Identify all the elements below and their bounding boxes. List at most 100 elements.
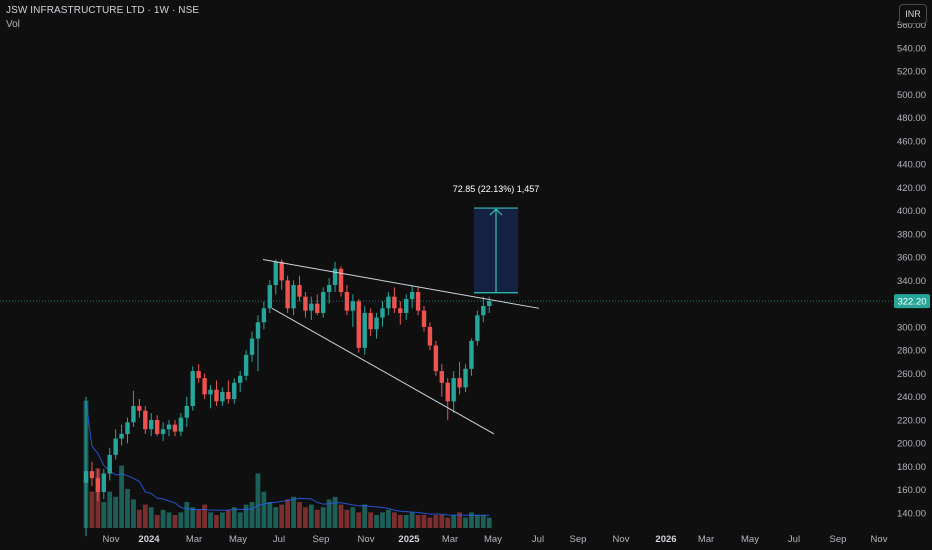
y-tick-label: 280.00 <box>897 346 926 357</box>
candle-body <box>208 389 213 395</box>
measure-arrow-head <box>489 208 503 216</box>
volume-bar <box>166 512 172 528</box>
x-tick-label: Mar <box>186 534 202 545</box>
candle-body <box>107 454 112 474</box>
x-tick-label: Sep <box>830 534 847 545</box>
volume-bar <box>225 509 231 528</box>
volume-bar <box>332 496 338 528</box>
y-tick-label: 440.00 <box>897 160 926 171</box>
volume-bar <box>125 489 130 528</box>
x-tick-label: Nov <box>103 534 120 545</box>
x-axis: Nov 2024 Mar May Jul Sep Nov 2025 Mar May Jul Sep No… <box>103 534 888 545</box>
volume-bar <box>172 515 178 528</box>
x-tick-label: Nov <box>871 534 888 545</box>
volume-bar <box>178 512 184 528</box>
candle-body <box>190 371 195 407</box>
candle-body <box>273 261 278 286</box>
chart-title: JSW INFRASTRUCTURE LTD · 1W · NSE <box>6 5 200 16</box>
candle-body <box>338 268 344 293</box>
volume-bar <box>368 512 374 528</box>
x-tick-label: May <box>741 534 759 545</box>
volume-bar <box>445 517 451 528</box>
candle-body <box>143 410 148 430</box>
volume-bar <box>397 515 403 528</box>
x-tick-label: Sep <box>570 534 587 545</box>
candle-body <box>202 378 207 395</box>
candle-body <box>315 303 320 313</box>
candle-body <box>95 478 101 493</box>
volume-bar <box>243 504 249 528</box>
measure-tool: 72.85 (22.13%) 1,457 <box>453 184 539 294</box>
candle-body <box>125 422 130 434</box>
candle-body <box>255 322 261 339</box>
volume-bar <box>474 515 480 528</box>
candle-body <box>226 392 231 400</box>
volume-bar <box>374 515 379 528</box>
candle-body <box>249 338 255 355</box>
volume-bar <box>403 515 409 528</box>
y-tick-label: 420.00 <box>897 183 926 194</box>
currency-button[interactable]: INR <box>899 4 927 24</box>
x-tick-label: 2026 <box>655 534 676 545</box>
candle-body <box>149 419 154 430</box>
volume-bar <box>344 509 350 528</box>
y-tick-label: 400.00 <box>897 206 926 217</box>
y-tick-label: 240.00 <box>897 392 926 403</box>
y-tick-label: 380.00 <box>897 229 926 240</box>
volume-bar <box>386 509 391 528</box>
volume-bar <box>261 491 267 528</box>
volume-bar <box>196 509 202 528</box>
candle-body <box>350 301 356 311</box>
volume-bar <box>338 504 344 528</box>
volume-bar <box>267 502 273 528</box>
volume-bar <box>433 515 439 528</box>
volume-bar <box>362 504 368 528</box>
volume-bar <box>421 515 427 528</box>
volume-bar <box>279 504 285 528</box>
candle-body <box>481 305 486 316</box>
candle-body <box>172 424 178 432</box>
x-tick-label: May <box>229 534 247 545</box>
candle-body <box>487 301 492 306</box>
candle-body <box>243 354 249 376</box>
x-tick-label: May <box>484 534 502 545</box>
y-axis: 140.00 160.00 180.00 200.00 220.00 240.00 260.… <box>894 20 930 520</box>
candle-body <box>380 308 385 318</box>
volume-bar <box>89 491 95 528</box>
volume-bar <box>480 515 486 528</box>
volume-bar <box>469 512 474 528</box>
candle-body <box>89 471 95 479</box>
y-tick-label: 500.00 <box>897 90 926 101</box>
trendlines <box>262 258 540 435</box>
volume-bar <box>457 512 462 528</box>
candle-body <box>409 292 415 300</box>
volume-bar <box>249 502 255 528</box>
volume-bar <box>486 517 492 528</box>
volume-bar <box>154 515 160 528</box>
y-tick-label: 140.00 <box>897 509 926 520</box>
candle-body <box>166 424 172 430</box>
y-tick-label: 340.00 <box>897 276 926 287</box>
candle-body <box>232 382 237 400</box>
volume-bar <box>314 509 320 528</box>
y-tick-label: 200.00 <box>897 439 926 450</box>
last-price-badge <box>894 294 930 309</box>
volume-bar <box>136 509 142 528</box>
volume-bar <box>415 515 421 528</box>
y-tick-label: 480.00 <box>897 113 926 124</box>
candle-body <box>362 312 367 348</box>
x-tick-label: Jul <box>532 534 544 545</box>
trendline-lower <box>271 307 495 435</box>
candle-body <box>113 438 118 455</box>
volume-bar <box>409 512 415 528</box>
y-tick-label: 540.00 <box>897 43 926 54</box>
volume-bar <box>219 512 225 528</box>
candle-body <box>356 301 361 348</box>
x-tick-label: Nov <box>358 534 375 545</box>
y-tick-label: 160.00 <box>897 485 926 496</box>
last-price-label: 322.20 <box>897 297 926 308</box>
volume-bar <box>380 512 385 528</box>
candle-body <box>445 382 450 402</box>
volume-pane <box>83 400 492 528</box>
